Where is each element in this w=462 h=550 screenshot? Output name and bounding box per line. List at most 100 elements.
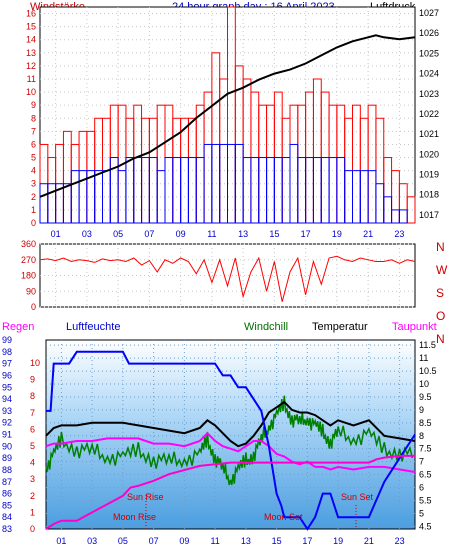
hour-tick-label: 01 — [56, 536, 66, 546]
rain-axis-title: Regen — [2, 321, 34, 333]
temperature-right-tick-label: 10 — [419, 379, 429, 389]
pressure-tick-label: 1018 — [419, 190, 439, 200]
direction-letter-label: S — [436, 286, 444, 300]
direction-letter-label: W — [436, 263, 448, 277]
pressure-tick-label: 1023 — [419, 89, 439, 99]
average-wind-bar — [398, 209, 408, 224]
temperature-right-tick-label: 8.5 — [419, 418, 432, 428]
temperature-right-tick-labels: 4.5 5 5.5 6 6.5 7 7.5 8 8.5 9 9.5 10 10.5 11 11.5 — [419, 340, 437, 531]
temperature-right-tick-label: 11 — [419, 353, 428, 363]
wind-speed-tick-label: 10 — [26, 87, 36, 97]
temperature-right-tick-label: 10.5 — [419, 366, 437, 376]
humidity-axis-title: Luftfeuchte — [66, 321, 120, 333]
humidity-tick-label: 91 — [2, 430, 12, 440]
wind-speed-tick-label: 8 — [31, 113, 36, 123]
wind-speed-tick-label: 3 — [31, 179, 36, 189]
humidity-tick-label: 96 — [2, 370, 12, 380]
hour-tick-label: 03 — [87, 536, 97, 546]
hour-tick-label: 23 — [394, 229, 404, 239]
humidity-tick-label: 97 — [2, 359, 12, 369]
direction-letter-label: N — [436, 332, 445, 346]
hour-tick-label: 19 — [332, 229, 342, 239]
direction-degree-label: 90 — [26, 286, 36, 296]
windchill-line — [45, 395, 414, 486]
temperature-right-tick-label: 7 — [419, 457, 424, 467]
rain-tick-label: 3 — [30, 474, 35, 484]
hour-tick-label: 05 — [113, 229, 123, 239]
pressure-tick-label: 1017 — [419, 210, 439, 220]
average-wind-bars — [39, 143, 408, 224]
hour-tick-label: 01 — [51, 229, 61, 239]
direction-degree-label: 360 — [21, 239, 36, 249]
hour-tick-label: 05 — [118, 536, 128, 546]
dewpoint-line — [45, 431, 416, 473]
rain-tick-label: 10 — [30, 358, 40, 368]
wind-speed-tick-label: 5 — [31, 153, 36, 163]
temperature-legend: Temperatur — [312, 321, 368, 333]
direction-letter-label: O — [436, 309, 445, 323]
hour-tick-label: 07 — [149, 536, 159, 546]
hour-tick-label: 21 — [363, 229, 373, 239]
rain-tick-label: 8 — [30, 391, 35, 401]
humidity-tick-label: 98 — [2, 347, 12, 357]
rain-tick-label: 1 — [30, 507, 35, 517]
temperature-right-tick-label: 8 — [419, 431, 424, 441]
temperature-right-tick-label: 4.5 — [419, 521, 432, 531]
hour-tick-label: 23 — [395, 536, 405, 546]
hour-tick-label: 13 — [241, 536, 251, 546]
rain-tick-label: 6 — [30, 424, 35, 434]
hour-tick-label: 09 — [176, 229, 186, 239]
temperature-right-tick-label: 9 — [419, 405, 424, 415]
temperature-right-tick-label: 9.5 — [419, 392, 432, 402]
windchill-series — [45, 395, 414, 486]
hour-tick-label: 17 — [301, 229, 311, 239]
rain-tick-label: 9 — [30, 375, 35, 385]
temperature-right-tick-label: 11.5 — [419, 340, 436, 350]
hour-tick-label: 03 — [82, 229, 92, 239]
wind-speed-tick-label: 1 — [31, 205, 36, 215]
rain-tick-label: 0 — [30, 524, 35, 534]
humidity-tick-label: 88 — [2, 465, 12, 475]
hour-tick-label: 21 — [364, 536, 374, 546]
temperature-right-tick-label: 5 — [419, 508, 424, 518]
humidity-tick-label: 92 — [2, 418, 12, 428]
sun-set-label: Sun Set — [341, 492, 374, 502]
temperature-hour-tick-labels: 01 03 05 07 09 11 13 15 17 19 21 23 — [56, 536, 404, 546]
wind-speed-tick-label: 4 — [31, 166, 36, 176]
temperature-humidity-panel: Sun Rise Sun Set Moon Rise Moon Set 8384… — [2, 335, 437, 546]
pressure-tick-label: 1025 — [419, 48, 439, 58]
pressure-tick-label: 1026 — [419, 28, 439, 38]
rain-tick-label: 2 — [30, 491, 35, 501]
hour-tick-label: 11 — [207, 229, 216, 239]
wind-speed-tick-label: 7 — [31, 126, 36, 136]
direction-degree-labels: 0 90 180 270 360 — [21, 239, 36, 312]
humidity-tick-label: 94 — [2, 394, 12, 404]
dewpoint-legend: Taupunkt — [392, 321, 437, 333]
pressure-line — [39, 34, 416, 198]
wind-hour-tick-labels: 01 03 05 07 09 11 13 15 17 19 21 23 — [51, 229, 405, 239]
humidity-tick-label: 95 — [2, 382, 12, 392]
wind-speed-tick-label: 12 — [26, 61, 36, 71]
humidity-tick-label: 87 — [2, 477, 12, 487]
wind-speed-tick-label: 2 — [31, 192, 36, 202]
sun-rise-label: Sun Rise — [127, 492, 164, 502]
humidity-tick-label: 89 — [2, 453, 12, 463]
windchill-legend: Windchill — [244, 321, 288, 333]
temperature-right-tick-label: 7.5 — [419, 444, 432, 454]
wind-speed-tick-label: 6 — [31, 139, 36, 149]
wind-speed-tick-label: 15 — [26, 22, 36, 32]
rain-tick-label: 4 — [30, 458, 35, 468]
wind-speed-tick-label: 13 — [26, 48, 36, 58]
humidity-tick-label: 90 — [2, 441, 12, 451]
pressure-tick-label: 1020 — [419, 149, 439, 159]
humidity-tick-label: 83 — [2, 524, 12, 534]
humidity-tick-label: 86 — [2, 489, 12, 499]
direction-degree-label: 0 — [31, 302, 36, 312]
wind-speed-tick-label: 9 — [31, 100, 36, 110]
pressure-tick-label: 1019 — [419, 170, 439, 180]
